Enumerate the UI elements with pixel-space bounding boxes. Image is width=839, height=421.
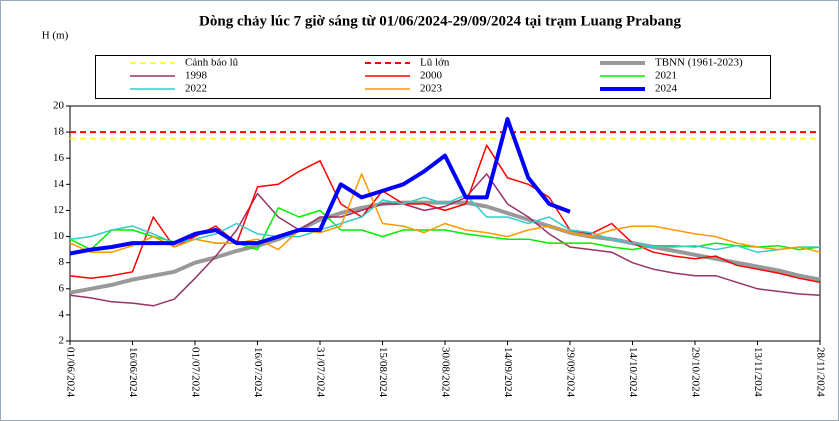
legend-label: Cảnh báo lũ — [185, 57, 239, 69]
y-tick-label: 4 — [59, 308, 65, 320]
x-tick-label: 28/11/2024 — [814, 347, 826, 397]
y-tick-label: 20 — [53, 100, 65, 112]
series-line — [69, 173, 821, 307]
legend-label: TBNN (1961-2023) — [655, 57, 743, 69]
x-tick-label: 13/11/2024 — [752, 347, 764, 397]
y-tick-label: 2 — [59, 335, 65, 347]
x-tick-label: 16/06/2024 — [127, 347, 139, 398]
y-tick-label: 12 — [53, 204, 64, 216]
y-tick-label: 14 — [53, 178, 65, 190]
legend-label: 2023 — [420, 83, 443, 95]
x-tick-label: 29/09/2024 — [564, 347, 576, 398]
series-line — [69, 144, 821, 284]
legend-label: 1998 — [185, 70, 208, 82]
x-tick-label: 31/07/2024 — [314, 347, 326, 398]
legend-label: 2000 — [420, 70, 443, 82]
y-tick-label: 10 — [53, 230, 65, 242]
x-tick-label: 29/10/2024 — [689, 347, 701, 398]
x-tick-label: 30/08/2024 — [439, 347, 451, 398]
series-line — [69, 173, 821, 253]
x-tick-label: 01/07/2024 — [189, 347, 201, 398]
legend-label: 2021 — [655, 70, 677, 82]
legend-label: 2024 — [655, 83, 678, 95]
x-tick-label: 15/08/2024 — [377, 347, 389, 398]
x-tick-label: 14/09/2024 — [502, 347, 514, 398]
legend-box — [95, 55, 771, 99]
chart-title: Dòng chảy lúc 7 giờ sáng từ 01/06/2024-2… — [199, 13, 681, 29]
y-tick-label: 16 — [53, 152, 65, 164]
y-tick-label: 6 — [59, 282, 65, 294]
x-tick-label: 01/06/2024 — [64, 347, 76, 398]
y-tick-label: 18 — [53, 126, 65, 138]
legend-label: Lũ lớn — [420, 57, 450, 69]
x-tick-label: 16/07/2024 — [252, 347, 264, 398]
y-axis-label: H (m) — [42, 30, 69, 42]
legend-label: 2022 — [185, 83, 207, 95]
y-tick-label: 8 — [59, 256, 65, 268]
x-tick-label: 14/10/2024 — [627, 347, 639, 398]
series-line — [69, 117, 571, 256]
series-line — [69, 200, 821, 295]
